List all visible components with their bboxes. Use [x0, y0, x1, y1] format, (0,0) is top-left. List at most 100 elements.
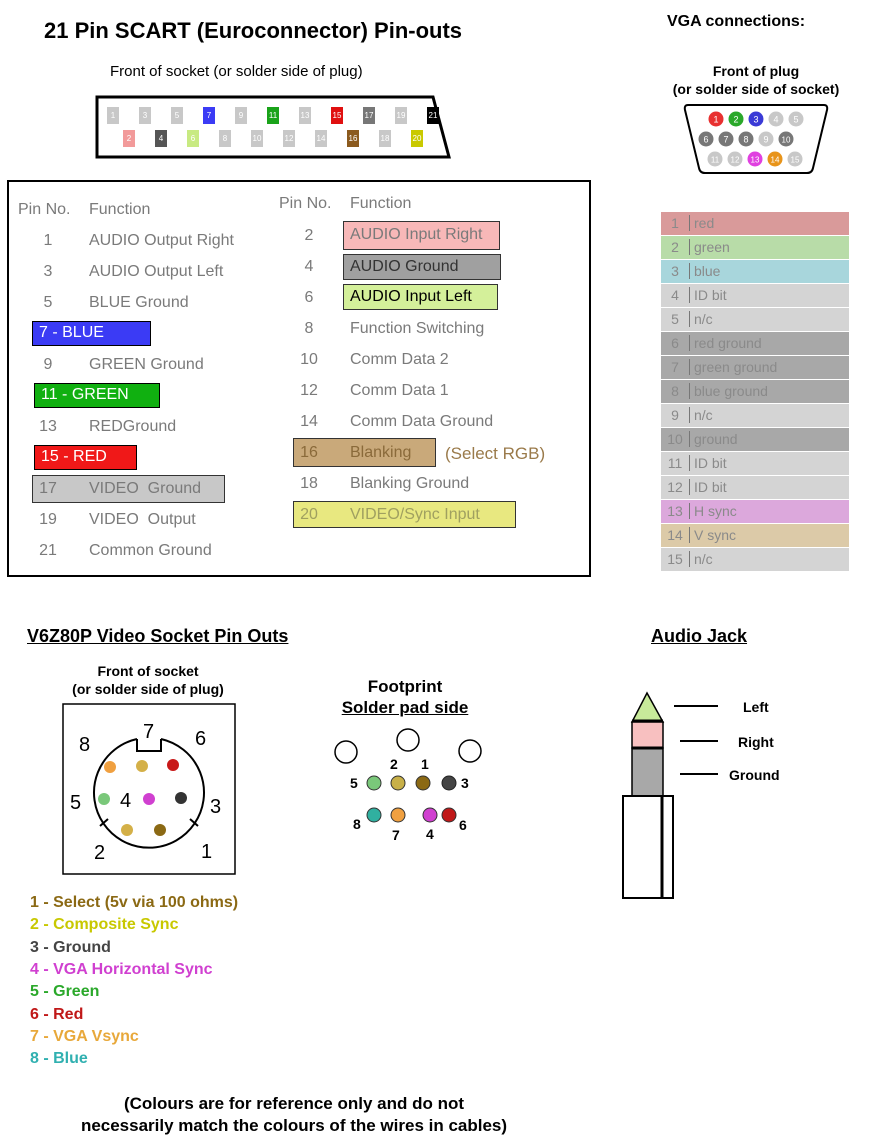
socket-label-4: 4 [120, 790, 131, 812]
pad-label-5: 5 [350, 775, 358, 791]
socket-label-7: 7 [143, 721, 154, 743]
pin-19-number: 19 [39, 511, 57, 528]
pad-3 [441, 775, 457, 791]
scart-connector-pin-15: 15 [331, 107, 343, 124]
pad-8 [366, 807, 382, 823]
pad-label-2: 2 [390, 756, 398, 772]
footprint-title-line2: Solder pad side [341, 698, 469, 717]
right-header-function: Function [350, 195, 412, 212]
scart-connector-pin-1: 1 [107, 107, 119, 124]
scart-connector-pin-17: 17 [363, 107, 375, 124]
vga-connector-pin-label-12: 12 [731, 156, 740, 165]
pad-4 [422, 807, 438, 823]
pin-14-function: Comm Data Ground [350, 413, 494, 430]
vga-row-number: 4 [661, 287, 690, 303]
pad-label-4: 4 [426, 826, 434, 842]
socket-key [136, 739, 162, 752]
vga-row-function: blue ground [694, 383, 768, 399]
vga-row-function: n/c [694, 407, 713, 423]
vga-row-number: 8 [661, 383, 690, 399]
vga-row-number: 3 [661, 263, 690, 279]
vga-connector-pin-label-8: 8 [743, 135, 748, 145]
vga-connector-pin-2 [728, 111, 744, 127]
pin-2-number: 2 [304, 227, 314, 244]
jack-label-left: Left [743, 699, 769, 715]
vga-row-function: ID bit [694, 287, 727, 303]
vga-row-number: 12 [661, 479, 690, 495]
vga-row-12: 12 ID bit [661, 476, 849, 500]
vga-row-3: 3 blue [661, 260, 849, 284]
socket-label-8: 8 [79, 734, 90, 756]
vga-connector-pin-15 [787, 151, 803, 167]
socket-label-2: 2 [94, 842, 105, 864]
vga-connector-pin-label-1: 1 [713, 115, 718, 125]
socket-pin-7-dot [104, 761, 116, 773]
scart-connector-pin-18: 18 [379, 130, 391, 147]
pin-4-number: 4 [304, 258, 314, 275]
socket-pin-5-dot [98, 793, 110, 805]
vga-row-function: green ground [694, 359, 778, 375]
vga-connector-pin-label-4: 4 [773, 115, 778, 125]
vga-connector-pin-12 [727, 151, 743, 167]
socket-pin-2-dot [121, 824, 133, 836]
pad-1 [415, 775, 431, 791]
scart-socket-caption: Front of socket (or solder side of plug) [110, 63, 363, 80]
vga-connector-pin-label-6: 6 [703, 135, 708, 145]
vga-connector-pin-label-14: 14 [771, 156, 780, 165]
vga-row-function: red [694, 215, 715, 231]
pin-3-function: AUDIO Output Left [89, 263, 224, 280]
vga-connector-pin-label-3: 3 [753, 115, 758, 125]
scart-pin-table [7, 180, 591, 577]
vga-row-function: V sync [694, 527, 737, 543]
pin-14-number: 14 [300, 413, 318, 430]
vga-connector-pin-3 [748, 111, 764, 127]
jack-body [622, 795, 674, 899]
socket-pin-3-dot [175, 792, 187, 804]
pad-6 [441, 807, 457, 823]
vga-connector-pin-label-2: 2 [733, 115, 738, 125]
vga-connector-pin-10 [778, 131, 794, 147]
vga-row-4: 4 ID bit [661, 284, 849, 308]
audio-jack-title: Audio Jack [651, 626, 748, 646]
pin-17-number: 17 [39, 480, 57, 497]
vga-row-function: n/c [694, 311, 713, 327]
pin-4-function: AUDIO Ground [343, 254, 501, 280]
jack-label-ground: Ground [729, 767, 780, 783]
pin-20-highlight [293, 501, 516, 528]
vga-row-1: 1 red [661, 212, 849, 236]
vga-row-number: 2 [661, 239, 690, 255]
right-header-pin: Pin No. [279, 195, 332, 212]
scart-title: 21 Pin SCART (Euroconnector) Pin-outs [44, 18, 463, 43]
pin-2-function: AUDIO Input Right [343, 221, 500, 250]
vga-row-function: H sync [694, 503, 737, 519]
legend-item-8: 8 - Blue [30, 1050, 88, 1068]
legend-item-1: 1 - Select (5v via 100 ohms) [30, 894, 239, 911]
legend-item-2: 2 - Composite Sync [30, 916, 179, 934]
jack-ring-right [631, 721, 664, 749]
scart-connector-pin-12: 12 [283, 130, 295, 147]
pin-16-note: (Select RGB) [445, 444, 546, 463]
pin-11-green-label: 11 - GREEN [34, 383, 160, 408]
vga-connector-pin-label-7: 7 [723, 135, 728, 145]
vga-connector-pin-label-13: 13 [751, 156, 760, 165]
vga-connector-pin-8 [738, 131, 754, 147]
v6z80p-title: V6Z80P Video Socket Pin Outs [27, 626, 289, 646]
scart-connector-pin-19: 19 [395, 107, 407, 124]
vga-row-14: 14 V sync [661, 524, 849, 548]
vga-connector-pin-label-15: 15 [791, 156, 800, 165]
vga-row-number: 9 [661, 407, 690, 423]
vga-row-number: 14 [661, 527, 690, 543]
vga-connector-pin-1 [708, 111, 724, 127]
legend-item-3: 3 - Ground [30, 938, 111, 956]
scart-connector-pin-10: 10 [251, 130, 263, 147]
scart-connector-outline [95, 95, 451, 159]
vga-row-5: 5 n/c [661, 308, 849, 332]
vga-title: VGA connections: [667, 13, 806, 30]
vga-connector-pin-label-10: 10 [782, 136, 791, 145]
pin-13-number: 13 [39, 418, 57, 435]
vga-row-number: 11 [661, 455, 690, 471]
scart-connector-pin-9: 9 [235, 107, 247, 124]
pad-label-8: 8 [353, 816, 361, 832]
vga-connector-pin-6 [698, 131, 714, 147]
